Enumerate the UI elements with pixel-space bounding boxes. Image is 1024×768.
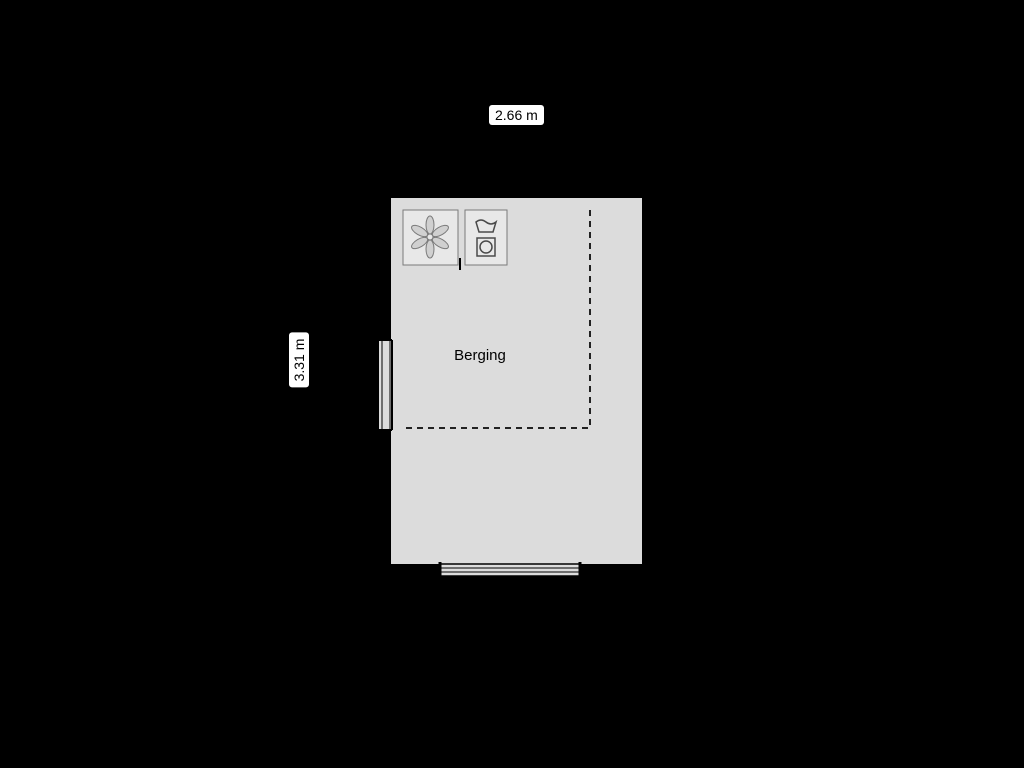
- floorplan-svg: Berging: [0, 0, 1024, 768]
- room-label: Berging: [454, 347, 506, 364]
- window-left: [378, 340, 392, 430]
- floorplan-canvas: 2.66 m 3.31 m: [0, 0, 1024, 768]
- door-bottom: [440, 562, 580, 578]
